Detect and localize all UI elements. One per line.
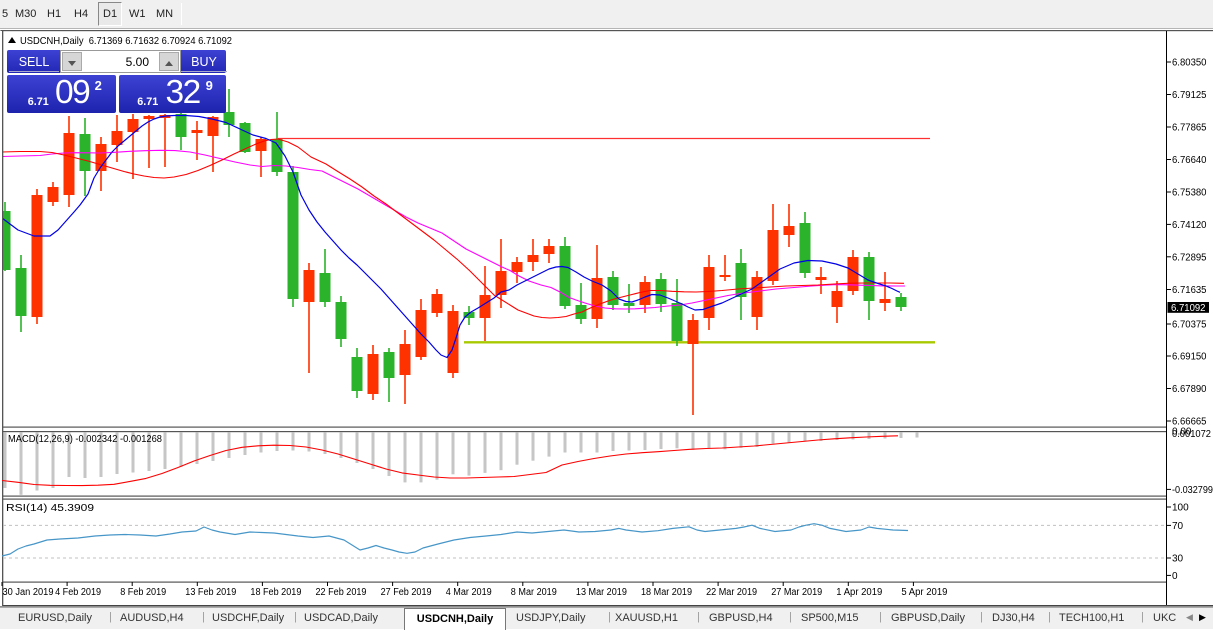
svg-text:8 Feb 2019: 8 Feb 2019 <box>120 587 166 598</box>
svg-text:-0.032799: -0.032799 <box>1172 485 1213 496</box>
svg-text:6.75380: 6.75380 <box>1172 188 1207 199</box>
svg-text:27 Feb 2019: 27 Feb 2019 <box>381 587 432 598</box>
svg-text:6.70375: 6.70375 <box>1172 320 1207 331</box>
svg-text:18 Mar 2019: 18 Mar 2019 <box>641 587 692 598</box>
svg-text:6.80350: 6.80350 <box>1172 58 1207 69</box>
svg-text:6.77865: 6.77865 <box>1172 123 1207 134</box>
svg-text:6.71635: 6.71635 <box>1172 285 1207 296</box>
svg-text:6.66665: 6.66665 <box>1172 417 1207 428</box>
svg-text:6.74120: 6.74120 <box>1172 220 1207 231</box>
svg-text:6.67890: 6.67890 <box>1172 384 1207 395</box>
svg-text:18 Feb 2019: 18 Feb 2019 <box>250 587 301 598</box>
svg-text:USDCNH,Daily 6.71369 6.71632: USDCNH,Daily 6.71369 6.71632 6.70924 6.7… <box>20 35 232 47</box>
svg-text:100: 100 <box>1172 503 1189 514</box>
svg-text:30: 30 <box>1172 554 1184 565</box>
svg-text:4 Mar 2019: 4 Mar 2019 <box>446 587 492 598</box>
svg-text:13 Mar 2019: 13 Mar 2019 <box>576 587 627 598</box>
svg-text:30 Jan 2019: 30 Jan 2019 <box>3 587 54 598</box>
svg-text:1 Apr 2019: 1 Apr 2019 <box>836 587 882 598</box>
svg-text:6.72895: 6.72895 <box>1172 252 1207 263</box>
svg-text:6.69150: 6.69150 <box>1172 352 1207 363</box>
svg-text:6.71092: 6.71092 <box>1171 303 1206 314</box>
svg-text:27 Mar 2019: 27 Mar 2019 <box>771 587 822 598</box>
svg-text:0.00: 0.00 <box>1172 427 1192 438</box>
svg-text:6.76640: 6.76640 <box>1172 155 1207 166</box>
svg-text:6.79125: 6.79125 <box>1172 90 1207 101</box>
svg-text:8 Mar 2019: 8 Mar 2019 <box>511 587 557 598</box>
svg-text:RSI(14) 45.3909: RSI(14) 45.3909 <box>6 503 95 514</box>
svg-text:22 Feb 2019: 22 Feb 2019 <box>316 587 367 598</box>
svg-text:0: 0 <box>1172 571 1178 582</box>
svg-text:5 Apr 2019: 5 Apr 2019 <box>901 587 947 598</box>
svg-text:MACD(12,26,9) -0.002342 -0.001: MACD(12,26,9) -0.002342 -0.001268 <box>8 434 162 445</box>
svg-text:13 Feb 2019: 13 Feb 2019 <box>185 587 236 598</box>
svg-text:4 Feb 2019: 4 Feb 2019 <box>55 587 101 598</box>
svg-text:70: 70 <box>1172 521 1184 532</box>
svg-text:0.001072: 0.001072 <box>1172 429 1211 440</box>
svg-text:22 Mar 2019: 22 Mar 2019 <box>706 587 757 598</box>
